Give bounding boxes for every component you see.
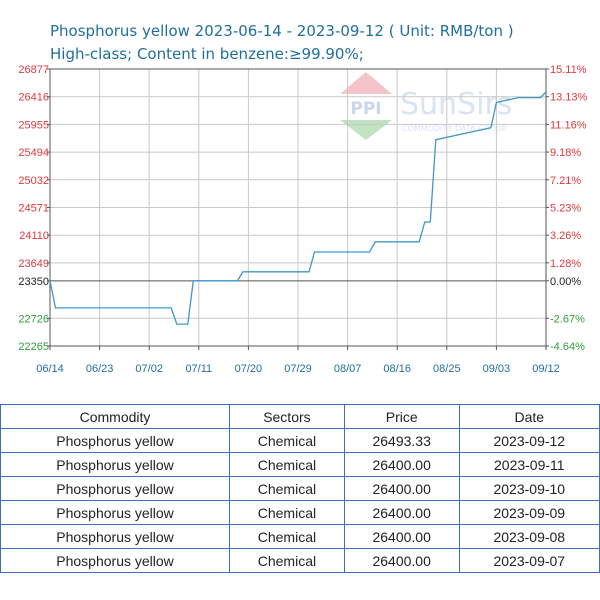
column-header-date: Date bbox=[458, 404, 600, 429]
x-tick-label: 07/20 bbox=[235, 363, 263, 375]
y-tick-label-left: 26877 bbox=[18, 64, 49, 76]
y-tick-label-left: 22265 bbox=[18, 341, 49, 353]
x-tick-label: 08/16 bbox=[383, 363, 411, 375]
table-row: Phosphorus yellow Chemical 26400.00 2023… bbox=[0, 548, 600, 573]
cell-sector: Chemical bbox=[229, 548, 345, 573]
cell-price: 26400.00 bbox=[343, 548, 460, 573]
y-tick-label-left: 25494 bbox=[18, 147, 49, 159]
y-tick-label-right: 13.13% bbox=[550, 92, 588, 104]
y-tick-label-right: -4.64% bbox=[550, 341, 585, 353]
y-tick-label-left: 23350 bbox=[18, 276, 49, 288]
cell-sector: Chemical bbox=[229, 428, 345, 453]
table-row: Phosphorus yellow Chemical 26400.00 2023… bbox=[0, 500, 600, 525]
price-line-chart: PPI SunSirs COMMODITY DATA GROUP 2687726… bbox=[18, 64, 588, 375]
watermark-logo-roof bbox=[340, 72, 392, 94]
y-tick-label-left: 25955 bbox=[18, 119, 49, 131]
chart-subtitle: High-class; Content in benzene:≥99.90%; bbox=[50, 45, 364, 63]
table-row: Phosphorus yellow Chemical 26493.33 2023… bbox=[0, 428, 600, 453]
cell-sector: Chemical bbox=[229, 452, 345, 477]
chart-title: Phosphorus yellow 2023-06-14 - 2023-09-1… bbox=[50, 22, 514, 40]
watermark-logo-letters: PPI bbox=[350, 99, 381, 119]
table-header-row: Commodity Sectors Price Date bbox=[0, 404, 600, 429]
column-header-sectors: Sectors bbox=[229, 404, 345, 429]
cell-date: 2023-09-10 bbox=[458, 476, 600, 501]
price-table: Commodity Sectors Price Date Phosphorus … bbox=[0, 404, 600, 573]
cell-price: 26400.00 bbox=[343, 524, 460, 549]
grid-lines bbox=[50, 69, 546, 346]
cell-sector: Chemical bbox=[229, 476, 345, 501]
x-tick-label: 09/03 bbox=[483, 363, 511, 375]
right-axis: 15.11% 13.13% 11.16% 9.18% 7.21% 5.23% 3.26% 1.… bbox=[546, 64, 588, 353]
x-tick-label: 08/25 bbox=[433, 363, 461, 375]
sunsirs-watermark: PPI SunSirs COMMODITY DATA GROUP bbox=[340, 72, 512, 140]
column-header-commodity: Commodity bbox=[0, 404, 231, 429]
cell-commodity: Phosphorus yellow bbox=[0, 500, 231, 525]
y-tick-label-left: 23649 bbox=[18, 258, 49, 270]
cell-price: 26400.00 bbox=[343, 452, 460, 477]
y-tick-label-right: 0.00% bbox=[550, 276, 581, 288]
cell-commodity: Phosphorus yellow bbox=[0, 548, 231, 573]
watermark-tagline: COMMODITY DATA GROUP bbox=[402, 124, 507, 133]
cell-date: 2023-09-12 bbox=[458, 428, 600, 453]
x-tick-label: 06/23 bbox=[86, 363, 114, 375]
cell-date: 2023-09-11 bbox=[458, 452, 600, 477]
x-tick-label: 09/12 bbox=[532, 363, 560, 375]
cell-commodity: Phosphorus yellow bbox=[0, 476, 231, 501]
cell-commodity: Phosphorus yellow bbox=[0, 428, 231, 453]
x-tick-label: 06/14 bbox=[36, 363, 64, 375]
x-tick-label: 07/11 bbox=[185, 363, 212, 375]
cell-price: 26400.00 bbox=[343, 500, 460, 525]
y-tick-label-right: 7.21% bbox=[550, 175, 581, 187]
cell-date: 2023-09-07 bbox=[458, 548, 600, 573]
table-row: Phosphorus yellow Chemical 26400.00 2023… bbox=[0, 524, 600, 549]
x-tick-label: 08/07 bbox=[334, 363, 362, 375]
watermark-logo-base bbox=[340, 120, 392, 140]
y-tick-label-right: 11.16% bbox=[550, 119, 587, 131]
y-tick-label-right: 15.11% bbox=[550, 64, 587, 76]
cell-commodity: Phosphorus yellow bbox=[0, 452, 231, 477]
y-tick-label-right: 5.23% bbox=[550, 203, 581, 215]
price-series-line bbox=[49, 91, 547, 325]
y-tick-label-right: 1.28% bbox=[550, 258, 581, 270]
y-tick-label-right: 3.26% bbox=[550, 230, 581, 242]
y-tick-label-left: 24110 bbox=[19, 230, 49, 242]
cell-date: 2023-09-08 bbox=[458, 524, 600, 549]
y-tick-label-left: 24571 bbox=[18, 203, 49, 215]
table-row: Phosphorus yellow Chemical 26400.00 2023… bbox=[0, 452, 600, 477]
cell-sector: Chemical bbox=[229, 524, 345, 549]
x-tick-label: 07/29 bbox=[284, 363, 312, 375]
y-tick-label-right: 9.18% bbox=[550, 147, 581, 159]
y-tick-label-left: 22726 bbox=[18, 313, 49, 325]
column-header-price: Price bbox=[343, 404, 460, 429]
cell-date: 2023-09-09 bbox=[458, 500, 600, 525]
left-axis: 26877 26416 25955 25494 25032 24571 24110 23649… bbox=[18, 64, 50, 353]
table-row: Phosphorus yellow Chemical 26400.00 2023… bbox=[0, 476, 600, 501]
cell-sector: Chemical bbox=[229, 500, 345, 525]
y-tick-label-right: -2.67% bbox=[550, 313, 585, 325]
cell-price: 26493.33 bbox=[343, 428, 460, 453]
y-tick-label-left: 26416 bbox=[18, 92, 49, 104]
cell-price: 26400.00 bbox=[343, 476, 460, 501]
x-tick-label: 07/02 bbox=[135, 363, 163, 375]
cell-commodity: Phosphorus yellow bbox=[0, 524, 231, 549]
x-axis: 06/14 06/23 07/02 07/11 07/20 07/29 08/07 08/16… bbox=[36, 346, 560, 375]
y-tick-label-left: 25032 bbox=[18, 175, 49, 187]
